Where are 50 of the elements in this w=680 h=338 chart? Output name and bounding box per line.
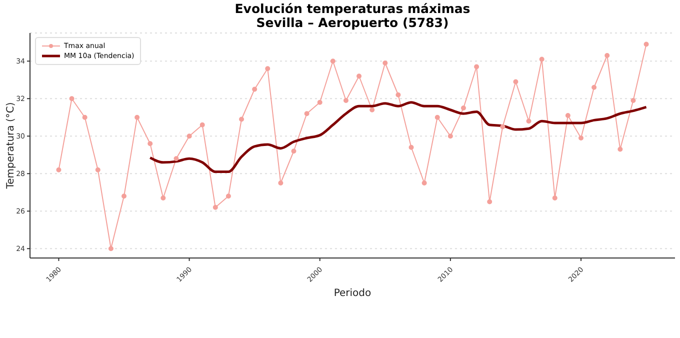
point: [434, 114, 440, 120]
x-axis-title: Periodo: [334, 288, 372, 299]
point: [304, 111, 310, 116]
point: [95, 167, 100, 172]
point: [630, 98, 636, 103]
point: [539, 56, 544, 62]
point: [618, 146, 623, 152]
point: [291, 148, 296, 154]
point: [252, 86, 258, 92]
point: [82, 114, 88, 120]
point: [330, 58, 336, 64]
point: [526, 118, 532, 124]
point: [265, 66, 270, 72]
point: [578, 136, 584, 140]
point: [513, 79, 518, 84]
point: [134, 114, 140, 120]
point: [186, 134, 192, 139]
point: [460, 106, 466, 110]
point: [174, 156, 179, 162]
point: [69, 96, 74, 102]
point: [408, 144, 414, 150]
point: [278, 180, 284, 186]
point: [212, 204, 218, 210]
point: [592, 84, 597, 90]
point: [122, 194, 127, 199]
point: [396, 92, 401, 98]
point: [382, 60, 388, 66]
point: [644, 42, 649, 47]
point: [200, 122, 205, 128]
point: [239, 116, 244, 122]
y-axis-title: Temperatura (°C): [6, 102, 17, 190]
point: [448, 134, 453, 139]
point: [474, 64, 480, 70]
point: [226, 194, 231, 199]
point: [56, 167, 62, 172]
point: [148, 141, 153, 146]
point: [552, 196, 558, 200]
point: [343, 98, 348, 103]
point: [422, 180, 427, 186]
point: [370, 107, 375, 112]
point: [565, 113, 570, 118]
point: [604, 53, 610, 58]
point: [487, 199, 492, 204]
point: [160, 196, 166, 200]
chart-title: Evolución temperaturas máximas Sevilla – Aeropuerto (5783): [234, 1, 472, 30]
point: [356, 74, 362, 79]
line-series: [148, 101, 648, 173]
point: [500, 124, 506, 130]
point: [108, 246, 114, 252]
point: [317, 100, 322, 105]
